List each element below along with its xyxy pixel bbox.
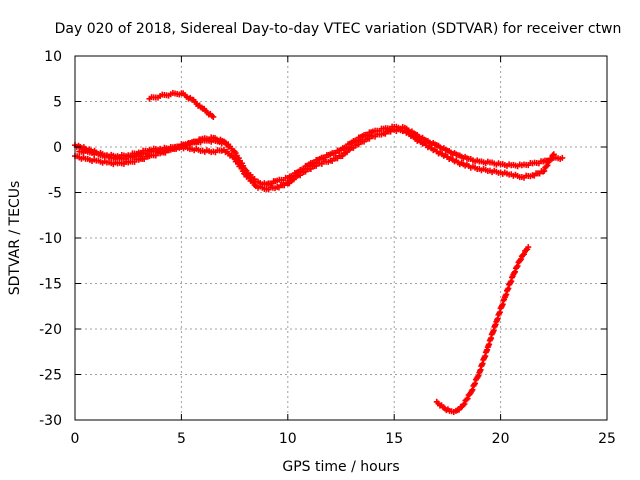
trace-marker xyxy=(547,156,554,163)
trace-marker xyxy=(544,162,551,169)
trace-marker xyxy=(463,396,470,403)
trace-marker xyxy=(472,380,479,387)
trace-marker xyxy=(460,401,467,408)
data-point xyxy=(210,113,217,120)
series-arc-e xyxy=(433,244,532,415)
trace-marker xyxy=(543,163,550,170)
trace-marker xyxy=(475,372,482,379)
x-tick-label: 15 xyxy=(385,431,403,447)
trace-marker xyxy=(461,400,468,407)
trace-marker xyxy=(513,264,520,271)
chart-title: Day 020 of 2018, Sidereal Day-to-day VTE… xyxy=(55,21,622,37)
trace-marker xyxy=(521,251,528,258)
trace-marker xyxy=(518,256,525,263)
y-tick-label: 5 xyxy=(53,95,62,111)
axis-ticks: 0 5 10 15 20 25 -30 -25 -20 -15 -10 -5 0 5 10 xyxy=(39,49,616,447)
y-axis-label: SDTVAR / TECUs xyxy=(7,181,23,296)
series-arc-c xyxy=(76,137,232,162)
data-point xyxy=(525,244,532,251)
x-axis-label: GPS time / hours xyxy=(282,459,399,475)
trace-marker xyxy=(512,268,519,275)
trace-marker xyxy=(541,167,548,174)
trace-marker xyxy=(514,263,521,269)
trace-marker xyxy=(469,386,476,393)
series-arc-d xyxy=(146,89,217,120)
x-tick-label: 0 xyxy=(71,431,80,447)
y-tick-label: -30 xyxy=(39,413,62,429)
trace-marker xyxy=(464,395,471,402)
y-tick-label: -20 xyxy=(39,322,62,338)
data-point xyxy=(550,151,557,158)
y-tick-label: -5 xyxy=(48,186,62,202)
series-layer xyxy=(72,89,566,415)
x-tick-label: 25 xyxy=(598,431,616,447)
y-tick-label: -15 xyxy=(39,277,62,293)
y-tick-label: 10 xyxy=(44,49,62,65)
trace-marker xyxy=(517,257,524,264)
trace-marker xyxy=(511,269,518,276)
trace-marker xyxy=(523,247,530,254)
x-tick-label: 10 xyxy=(279,431,297,447)
x-tick-label: 5 xyxy=(177,431,186,447)
y-tick-label: 0 xyxy=(53,140,62,156)
data-point xyxy=(559,154,566,161)
x-tick-label: 20 xyxy=(492,431,510,447)
y-tick-label: -10 xyxy=(39,231,62,247)
data-point xyxy=(225,141,232,148)
trace-marker xyxy=(519,252,526,259)
trace-marker xyxy=(549,152,556,159)
trace-marker xyxy=(548,155,555,162)
y-tick-label: -25 xyxy=(39,368,62,384)
